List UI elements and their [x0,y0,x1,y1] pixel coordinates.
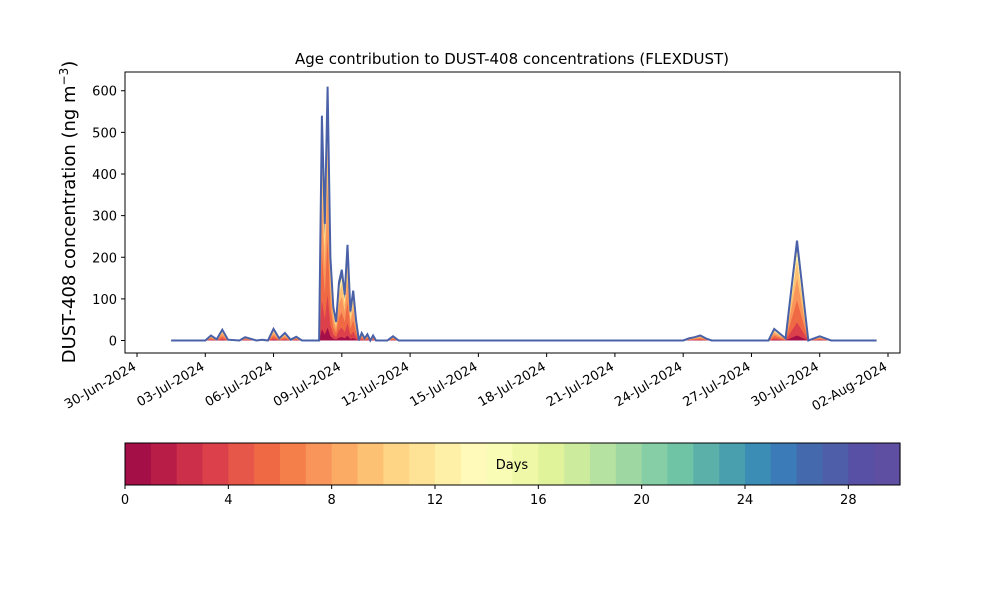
colorbar-bin [564,443,591,485]
colorbar-bin [331,443,359,485]
age-band-area [171,294,877,341]
y-axis-label-text: DUST-408 concentration (ng m [59,85,80,363]
chart-title: Age contribution to DUST-408 concentrati… [295,50,729,68]
colorbar-tick-label: 20 [633,493,650,508]
y-tick-label: 100 [92,293,117,308]
colorbar-bin [202,443,229,485]
plot-frame [124,71,901,354]
age-band-area [171,238,877,341]
y-tick-label: 500 [92,126,117,141]
colorbar-tick-label: 0 [121,493,129,508]
y-tick-label: 600 [92,85,117,100]
colorbar-bin [228,443,255,485]
y-tick-label: 400 [92,168,117,183]
colorbar-frame [124,442,901,486]
colorbar-bin [280,443,307,485]
colorbar-bin [874,443,901,485]
colorbar-bin [176,443,204,485]
series-lines [171,86,877,343]
colorbar-bin [150,443,178,485]
colorbar-bin [719,443,746,485]
colorbar-bin [486,443,514,485]
colorbar-bin [125,443,152,485]
colorbar-bins [125,443,901,485]
colorbar-bin [667,443,694,485]
colorbar-bin [409,443,436,485]
colorbar-tick-label: 28 [840,493,857,508]
y-tick-label: 200 [92,251,117,266]
y-axis-label-exponent: −3 [57,68,71,86]
y-axis-label: DUST-408 concentration (ng m−3) [57,61,80,364]
colorbar-bin [383,443,410,485]
colorbar-bin [770,443,798,485]
total-concentration-line [171,86,877,343]
y-tick-label: 300 [92,210,117,225]
colorbar-bin [693,443,720,485]
colorbar-tick-label: 16 [530,493,547,508]
colorbar-tick-label: 24 [737,493,754,508]
colorbar-tick-label: 8 [328,493,336,508]
colorbar-bin [305,443,333,485]
colorbar-bin [512,443,539,485]
colorbar-tick-label: 12 [427,493,444,508]
colorbar-bin [357,443,384,485]
colorbar-label: Days [496,458,529,473]
colorbar: Days 0 4 8 12 16 20 24 28 [121,442,901,508]
age-band-area [171,327,877,341]
y-tick-label: 0 [109,335,117,350]
colorbar-tick-label: 4 [224,493,232,508]
stacked-areas [171,86,877,341]
y-axis-label-close: ) [59,61,80,68]
colorbar-bin [590,443,617,485]
colorbar-bin [435,443,462,485]
colorbar-bin [460,443,488,485]
colorbar-bin [822,443,849,485]
colorbar-bin [538,443,565,485]
colorbar-bin [615,443,643,485]
colorbar-bin [848,443,875,485]
colorbar-bin [254,443,281,485]
colorbar-bin [745,443,772,485]
colorbar-ticks: 0 4 8 12 16 20 24 28 [121,485,857,508]
y-axis-ticks: 0 100 200 300 400 500 600 [92,85,125,350]
colorbar-bin [796,443,824,485]
age-band-area [171,183,877,341]
colorbar-bin [641,443,669,485]
